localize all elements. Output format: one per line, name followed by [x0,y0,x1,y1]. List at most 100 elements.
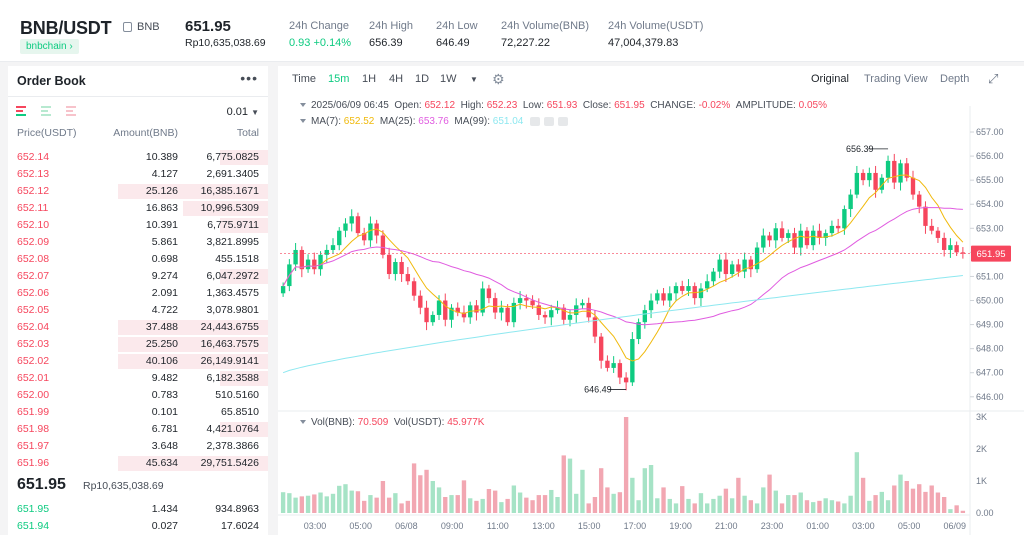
volume-bar [786,495,791,513]
candle-body [318,254,323,270]
order-book-row[interactable]: 652.05 4.722 3,078.9801 [8,302,268,319]
candle-body [811,230,816,246]
fullscreen-icon[interactable]: ⤢ [988,71,999,86]
order-book-row[interactable]: 652.02 40.106 26,149.9141 [8,353,268,370]
ma7-line [282,174,964,362]
order-book-row[interactable]: 652.03 25.250 16,463.7575 [8,336,268,353]
view-original[interactable]: Original [811,73,849,85]
order-book-row[interactable]: 651.95 1.434 934.8963 [8,501,268,518]
order-book-row[interactable]: 652.10 10.391 6,775.9711 [8,217,268,234]
stat-value: 646.49 [436,37,470,49]
stat-label: 24h Change [289,20,349,32]
view-depth[interactable]: Depth [940,73,970,85]
candle-body [910,177,916,195]
order-book-row[interactable]: 652.06 2.091 1,363.4575 [8,285,268,302]
row-amount: 0.027 [151,520,178,532]
volume-bar [405,500,411,513]
interval-1h[interactable]: 1H [362,73,377,85]
volume-bar [779,503,785,513]
candle-body [605,360,610,368]
ma-close-icon[interactable] [558,116,569,126]
candle-body [823,233,828,238]
time-label: 05:00 [349,521,372,531]
collapse-icon[interactable] [300,119,306,124]
order-book-row[interactable]: 652.11 16.863 10,996.5309 [8,200,268,217]
volume-bar [330,493,336,513]
row-total: 4,421.0764 [206,423,259,435]
coin-name[interactable]: BNB [137,21,160,33]
candle-body [867,172,872,181]
volume-bar [393,493,398,513]
row-total: 2,691.3405 [206,168,259,180]
candle-body [636,322,641,340]
collapse-icon[interactable] [300,420,306,425]
candle-body [567,314,573,320]
order-book-row[interactable]: 652.04 37.488 24,443.6755 [8,319,268,336]
volume-bar [399,503,404,513]
price-tick-label: 651.00 [976,271,1004,281]
stat-value: 72,227.22 [501,37,550,49]
candle-body [929,225,934,231]
collapse-icon[interactable] [300,103,306,108]
order-book-view-modes [16,106,88,119]
stat-value: 0.93 +0.14% [289,37,352,49]
order-book-row[interactable]: 651.97 3.648 2,378.3866 [8,438,268,455]
interval-1d[interactable]: 1D [415,73,430,85]
volume-bar [954,505,959,513]
order-book-row[interactable]: 651.94 0.027 17.6024 [8,518,268,535]
depth-bar [118,337,268,352]
more-options-icon[interactable]: ••• [240,70,258,86]
bid-rows: 651.95 1.434 934.8963 651.94 0.027 17.6024 [8,501,268,535]
ma-hide-icon[interactable] [544,116,555,126]
order-book-row[interactable]: 651.99 0.101 65.8510 [8,404,268,421]
interval-15m[interactable]: 15m [328,73,350,85]
volume-bar [935,492,941,513]
order-book-row[interactable]: 652.08 0.698 455.1518 [8,251,268,268]
interval-time[interactable]: Time [292,73,317,85]
symbol-title[interactable]: BNB/USDT [20,18,112,38]
order-book-row[interactable]: 652.01 9.482 6,182.3588 [8,370,268,387]
candlestick-chart[interactable]: 657.00656.00655.00654.00653.00652.00651.… [278,66,1024,535]
volume-bar [661,487,666,513]
settings-gear-icon[interactable]: ⚙ [492,71,505,87]
row-total: 6,182.3588 [206,372,259,384]
volume-bar [773,490,778,513]
interval-more-icon[interactable]: ▼ [470,75,478,84]
order-book-row[interactable]: 652.07 9.274 6,047.2972 [8,268,268,285]
order-book-row[interactable]: 652.00 0.783 510.5160 [8,387,268,404]
volume-bar [630,477,635,513]
interval-4h[interactable]: 4H [389,73,404,85]
volume-bar [280,492,286,513]
view-both-icon[interactable] [16,106,26,116]
view-trading-view[interactable]: Trading View [864,73,928,85]
candle-body [667,293,672,301]
order-book-row[interactable]: 652.13 4.127 2,691.3405 [8,166,268,183]
order-book-row[interactable]: 652.12 25.126 16,385.1671 [8,183,268,200]
candle-body [337,230,342,246]
view-bids-icon[interactable] [41,106,52,116]
chain-tag-label: bnbchain [26,41,67,52]
candle-body [443,300,448,320]
view-asks-icon[interactable] [66,106,77,116]
row-total: 17.6024 [221,520,259,532]
high-annotation: 656.39 [846,144,874,154]
row-price: 651.94 [17,520,50,532]
chain-tag[interactable]: bnbchain › [20,39,79,54]
row-price: 652.07 [17,270,50,282]
order-book-row[interactable]: 652.09 5.861 3,821.8995 [8,234,268,251]
depth-bar [182,201,268,216]
interval-1w[interactable]: 1W [440,73,457,85]
price-tick-label: 653.00 [976,223,1004,233]
candle-body [617,363,623,378]
stat-24h-change: 24h Change 0.93 +0.14% [289,20,351,49]
depth-bar [220,371,268,386]
order-book-row[interactable]: 651.96 45.634 29,751.5426 [8,455,268,472]
order-book-row[interactable]: 652.14 10.389 6,775.0825 [8,149,268,166]
row-price: 651.98 [17,423,50,435]
orderbook-last-price[interactable]: 651.95 [17,476,66,493]
precision-select[interactable]: 0.01 ▼ [227,106,259,118]
ma-settings-icon[interactable] [530,116,541,126]
order-book-row[interactable]: 651.98 6.781 4,421.0764 [8,421,268,438]
volume-bar [592,497,598,513]
coin-icon[interactable] [123,22,132,32]
